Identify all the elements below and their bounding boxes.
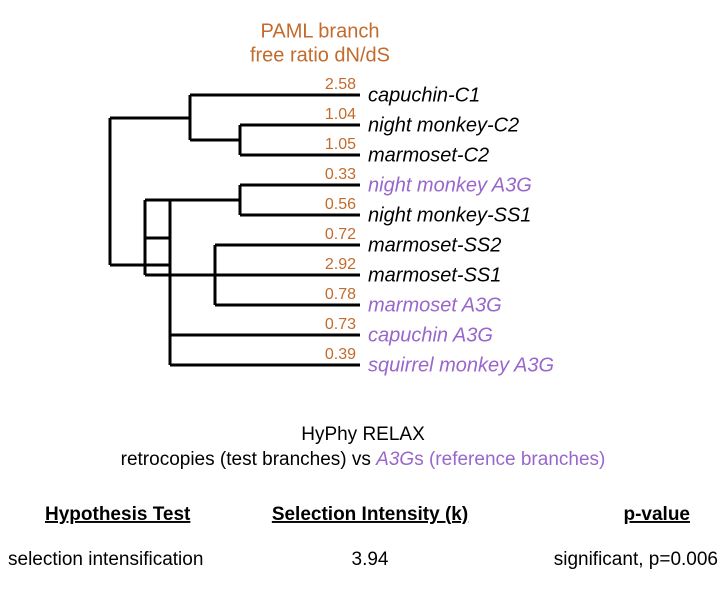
table-value-k: 3.94 — [352, 549, 389, 570]
leaf-label-5: marmoset-SS2 — [368, 234, 501, 256]
leaf-label-7: marmoset A3G — [368, 294, 502, 316]
title-line-2: free ratio dN/dS — [250, 44, 390, 66]
dnds-value-0: 2.58 — [325, 76, 356, 93]
table-header-pvalue: p-value — [623, 504, 690, 525]
title-line-1: PAML branch — [261, 20, 380, 42]
table-value-hypothesis: selection intensification — [8, 549, 203, 570]
leaf-label-2: marmoset-C2 — [368, 144, 489, 166]
dnds-value-3: 0.33 — [325, 166, 356, 183]
dnds-value-1: 1.04 — [325, 106, 356, 123]
table-header-hypothesis: Hypothesis Test — [45, 504, 191, 525]
table-header-k: Selection Intensity (k) — [272, 504, 468, 525]
leaf-label-6: marmoset-SS1 — [368, 264, 501, 286]
dnds-value-6: 2.92 — [325, 256, 356, 273]
leaf-label-3: night monkey A3G — [368, 174, 532, 196]
dnds-value-2: 1.05 — [325, 136, 356, 153]
leaf-label-4: night monkey-SS1 — [368, 204, 531, 226]
table-value-pvalue: significant, p=0.006 — [554, 549, 718, 570]
dnds-value-4: 0.56 — [325, 196, 356, 213]
relax-heading-1: HyPhy RELAX — [301, 424, 425, 445]
dnds-value-8: 0.73 — [325, 316, 356, 333]
dnds-value-5: 0.72 — [325, 226, 356, 243]
leaf-label-9: squirrel monkey A3G — [368, 354, 554, 376]
leaf-label-0: capuchin-C1 — [368, 84, 480, 106]
figure-svg: PAML branchfree ratio dN/dS 2.58 capuchin-… — [0, 0, 726, 595]
dnds-value-9: 0.39 — [325, 346, 356, 363]
relax-heading-2: retrocopies (test branches) vs A3Gs (ref… — [121, 449, 606, 470]
leaf-label-8: capuchin A3G — [368, 324, 493, 346]
leaf-label-1: night monkey-C2 — [368, 114, 519, 136]
dnds-value-7: 0.78 — [325, 286, 356, 303]
